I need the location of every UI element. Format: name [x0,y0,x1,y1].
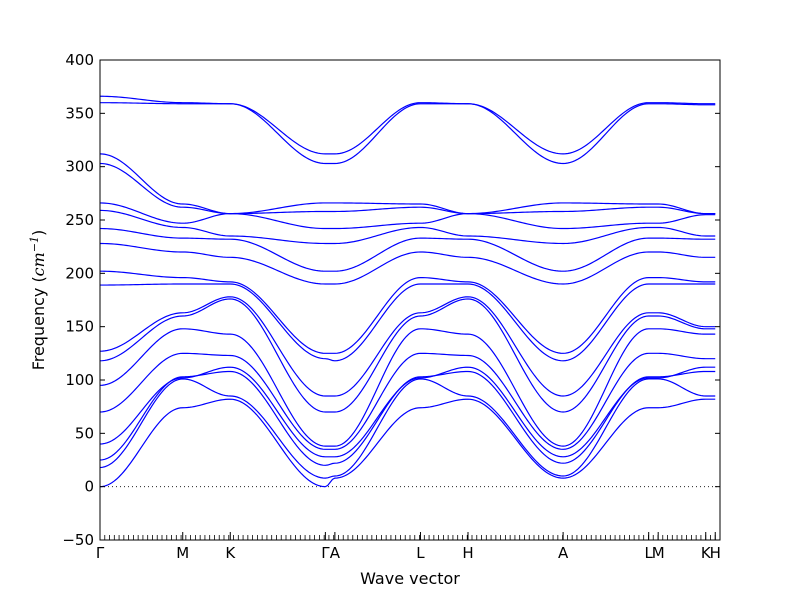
y-tick-label: 300 [65,158,94,176]
plot-frame [99,59,721,541]
x-axis-title: Wave vector [360,569,460,588]
band-line-18 [99,95,716,155]
band-line-8 [99,296,716,397]
y-tick-label: 400 [65,51,94,69]
x-axis: Γ M K Γ A L H A LM KH [96,532,721,562]
y-tick-label: 0 [84,478,94,496]
y-axis: −50 0 50 100 150 200 250 300 350 400 [62,51,720,549]
y-tick-label: 350 [65,104,94,122]
band-line-4 [99,366,716,458]
plot-area [99,95,720,488]
high-symmetry-label: A [330,544,341,562]
band-line-7 [99,298,716,413]
high-symmetry-label: K [225,544,236,562]
band-line-13 [99,209,716,245]
high-symmetry-label: M [652,544,665,562]
high-symmetry-label: M [176,544,189,562]
y-axis-title-unit: cm [29,252,48,276]
band-line-14 [99,202,716,230]
y-axis-title-suffix: ) [29,230,48,236]
y-tick-label: 50 [75,424,94,442]
high-symmetry-label: Γ [321,544,330,562]
y-tick-label: 250 [65,211,94,229]
band-line-5 [99,352,716,450]
band-line-12 [99,227,716,272]
band-line-17 [100,102,716,165]
band-line-1 [99,398,716,488]
high-symmetry-label: K [701,544,712,562]
high-symmetry-label: L [416,544,425,562]
high-symmetry-label: Γ [96,544,105,562]
band-line-10 [99,270,716,354]
y-axis-title-exponent: −1 [28,236,41,252]
y-tick-label: 200 [65,264,94,282]
high-symmetry-label: H [710,544,721,562]
phonon-bands [99,95,716,488]
band-line-2 [99,378,716,479]
y-axis-title-prefix: Frequency ( [29,276,48,370]
band-line-16 [99,153,716,215]
band-line-11 [99,242,716,285]
high-symmetry-label: L [645,544,654,562]
band-line-9 [99,283,716,362]
y-tick-label: −50 [62,531,94,549]
band-line-6 [99,328,716,447]
y-axis-title: Frequency (cm−1) [28,230,48,371]
y-tick-label: 150 [65,318,94,336]
high-symmetry-label: H [462,544,473,562]
high-symmetry-label: A [558,544,569,562]
band-line-15 [99,162,716,215]
y-tick-label: 100 [65,371,94,389]
